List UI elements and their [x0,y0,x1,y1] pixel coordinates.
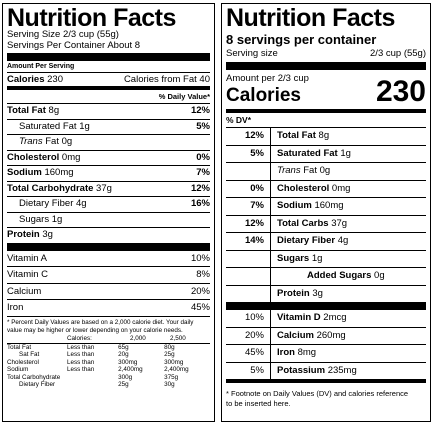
label-title: Nutrition Facts [7,4,176,32]
nutrient-row: 12% Total Fat 8g [226,127,426,145]
vitamin-row: 10% Vitamin D 2mcg [226,310,426,327]
nutrient-row: 12% Total Carbs 37g [226,214,426,232]
label-title: Nutrition Facts [226,4,395,32]
nutrient-row: Sugars 1g [7,211,210,228]
nutrient-row: 14% Dietary Fiber 4g [226,232,426,250]
nutrient-row: Sodium 160mg 7% [7,165,210,181]
thick-divider [7,53,210,61]
nutrient-row: 0% Cholesterol 0mg [226,179,426,197]
table-row: Sodium Less than 2,400mg 2,400mg [7,366,189,374]
calories-row: Calories 230 [226,75,426,108]
vitamin-row: Calcium 20% [7,282,210,300]
proposed-nutrition-label: Nutrition Facts 8 servings per container… [221,3,431,422]
serving-size-row: Serving size 2/3 cup (55g) [226,48,426,59]
vitamin-row: 20% Calcium 260mg [226,326,426,344]
divider [7,315,210,317]
nutrient-row: Protein 3g [226,284,426,302]
dv-header: % DV* [226,115,252,125]
servings-per-container: 8 servings per container [226,32,377,47]
footnote: * Footnote on Daily Values (DV) and calo… [226,389,409,408]
table-row: Total Carbohydrate 300g 375g [7,373,179,381]
table-row: Total Fat Less than 65g 80g [7,343,175,351]
nutrient-row: Protein 3g [7,227,210,243]
nutrient-row: Saturated Fat 1g 5% [7,118,210,135]
footnote: * Percent Daily Values are based on a 2,… [7,318,194,334]
thick-divider [7,242,210,251]
nutrient-row: Dietary Fiber 4g 16% [7,196,210,212]
nutrient-row: Cholesterol 0mg 0% [7,149,210,166]
calories-value: 230 [47,74,63,85]
divider [7,342,210,344]
dv-header: % Daily Value* [158,92,210,101]
calories-label: Calories [7,74,45,85]
table-row: Sat Fat Less than 20g 25g [19,351,175,359]
vitamin-row: Iron 45% [7,299,210,316]
nutrient-row: Trans Fat 0g [7,134,210,150]
medium-divider [7,86,210,90]
nutrient-row: 7% Sodium 160mg [226,197,426,215]
servings-per-container: Servings Per Container About 8 [7,40,141,51]
vitamin-row: Vitamin A 10% [7,252,210,264]
nutrient-row: Trans Fat 0g [226,162,426,180]
nutrient-row: Total Carbohydrate 37g 12% [7,180,210,197]
daily-values-table-body: Total Fat Less than 65g 80g Sat Fat Less tha… [7,344,210,388]
calories-from-fat: Calories from Fat 40 [123,74,210,85]
calories-value: 230 [375,75,426,108]
vitamin-row: Vitamin C 8% [7,266,210,283]
nutrient-row: Total Fat 8g 12% [7,103,210,119]
nutrient-row: Sugars 1g [226,249,426,267]
original-nutrition-label: Nutrition Facts Serving Size 2/3 cup (55… [2,3,215,422]
amount-per: Amount per 2/3 cup [226,73,309,84]
vitamin-row: 45% Iron 8mg [226,344,426,362]
nutrient-row: 5% Saturated Fat 1g [226,144,426,162]
medium-divider [226,109,426,113]
vitamin-row: 5% Potassium 235mg [226,361,426,379]
thick-divider [226,62,426,70]
calories-row: Calories 230 Calories from Fat 40 [7,72,210,86]
table-header-row: Calories: 2,000 2,500 [67,334,186,342]
daily-values-table: Calories: 2,000 2,500 [7,335,210,342]
serving-size-label: Serving size [226,48,278,59]
calories-label: Calories [226,85,301,106]
medium-divider [226,379,426,383]
table-row: Dietary Fiber 25g 30g [19,380,175,388]
nutrient-row: Added Sugars 0g [226,267,426,285]
table-row: Cholesterol Less than 300mg 300mg [7,358,184,366]
serving-size-value: 2/3 cup (55g) [370,48,426,59]
serving-size: Serving Size 2/3 cup (55g) [7,29,119,40]
thick-divider [226,302,426,310]
amount-per-serving: Amount Per Serving [7,63,75,70]
